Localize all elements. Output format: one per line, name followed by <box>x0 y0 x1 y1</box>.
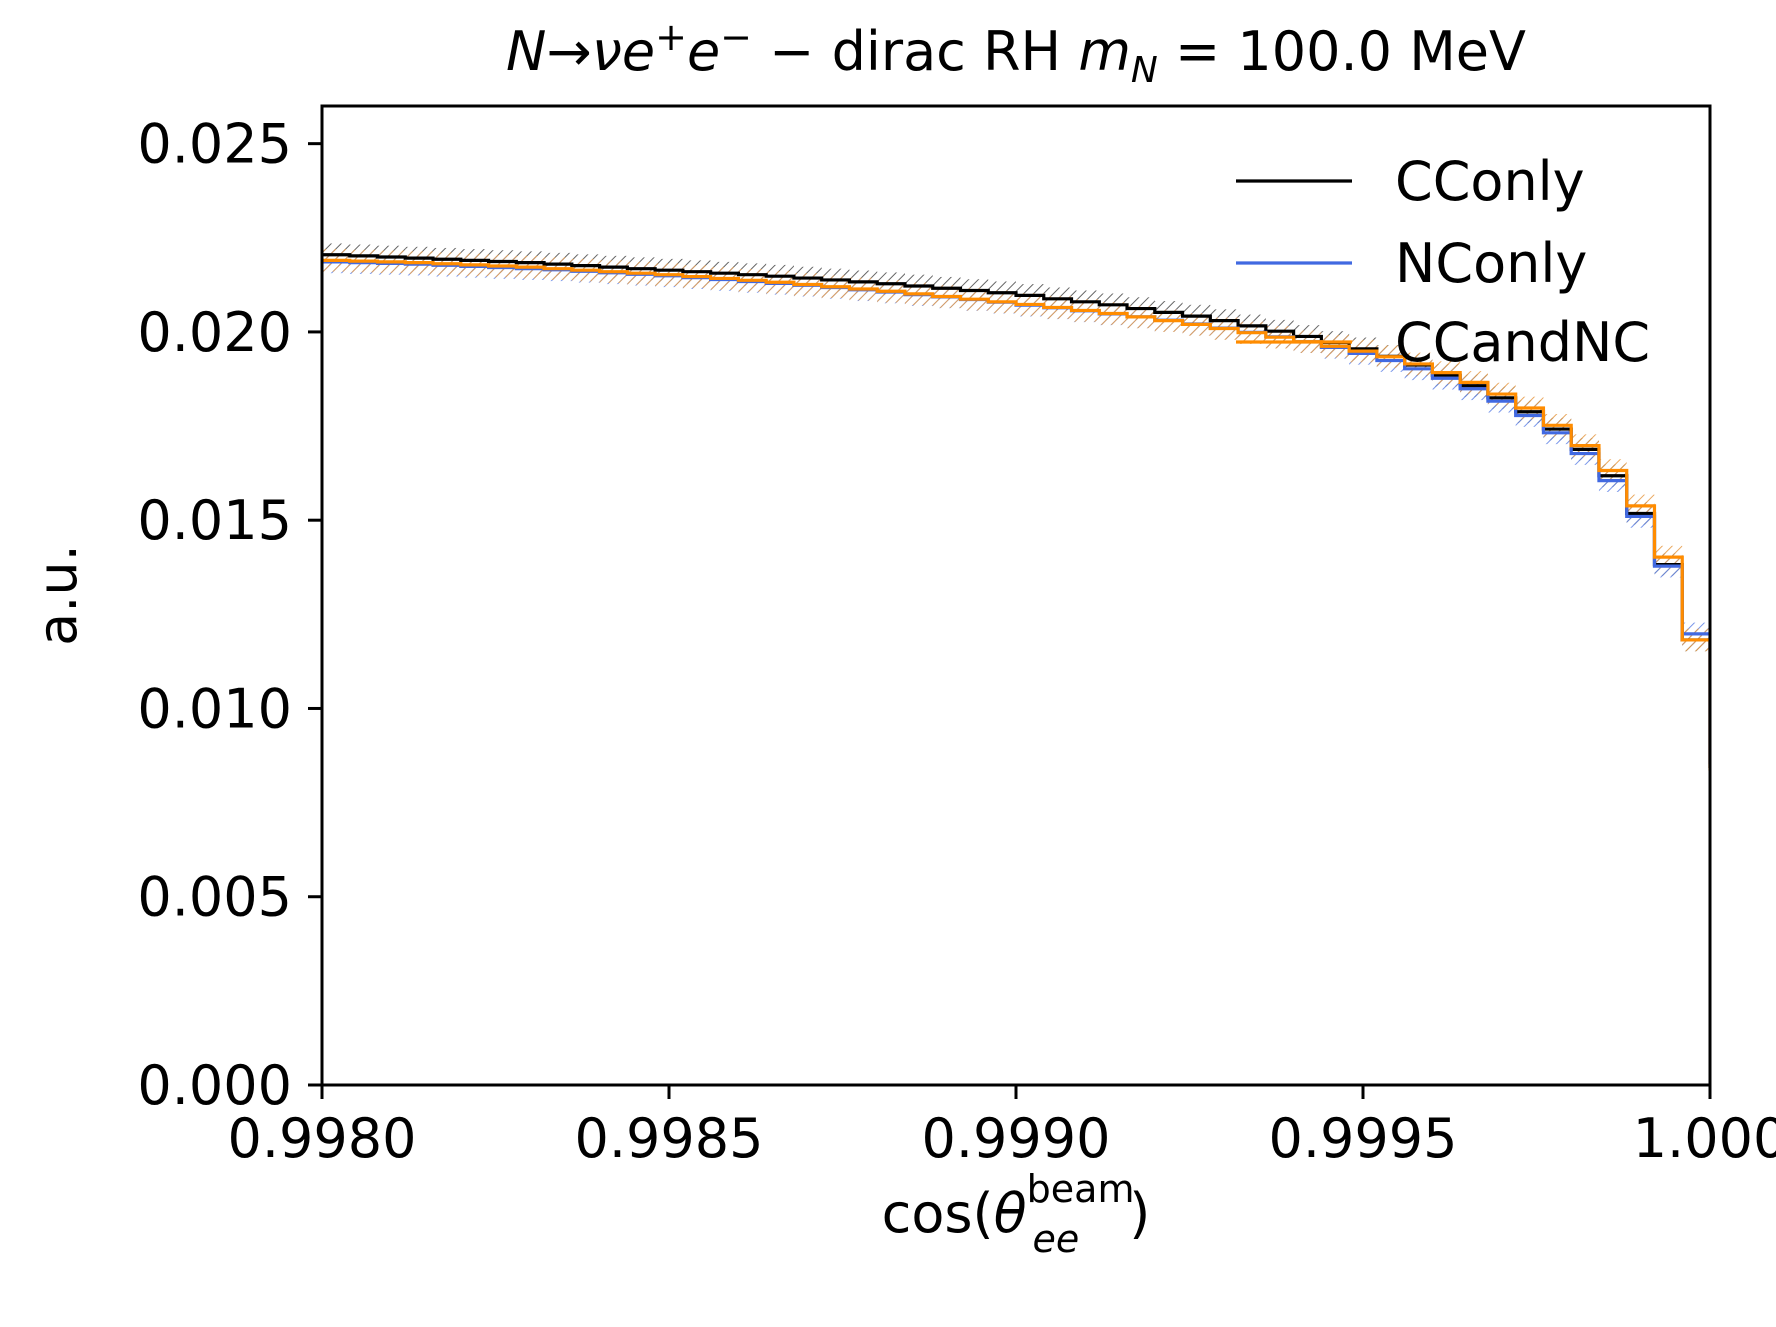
x-tick-label: 0.9980 <box>228 1107 417 1170</box>
title-e2: e <box>687 20 720 83</box>
nconly-legend-label: NConly <box>1395 232 1587 295</box>
y-tick-label: 0.000 <box>137 1054 292 1117</box>
title-middle: − dirac RH <box>752 20 1078 83</box>
xlabel-post: ) <box>1129 1182 1150 1245</box>
y-tick-label: 0.010 <box>137 677 292 740</box>
title-minus: − <box>720 15 752 59</box>
xlabel-pre: cos( <box>882 1182 994 1245</box>
xlabel-sup: beam <box>1027 1167 1135 1211</box>
y-tick-label: 0.025 <box>137 113 292 176</box>
ccandnc-series-line <box>322 258 1710 771</box>
y-tick-label: 0.020 <box>137 301 292 364</box>
chart-title: N→νe+e− − dirac RH mN = 100.0 MeV <box>506 15 1526 91</box>
title-suffix: = 100.0 MeV <box>1158 20 1526 83</box>
title-e1: e <box>622 20 655 83</box>
series-lines <box>322 253 1710 771</box>
title-m-sub: N <box>1131 50 1158 91</box>
y-tick-label: 0.015 <box>137 489 292 552</box>
xlabel-sub: ee <box>1032 1217 1079 1261</box>
x-axis-label: cos(θbeam ee) <box>882 1167 1151 1261</box>
ccandnc-legend-label: CCandNC <box>1395 311 1650 374</box>
title-m: m <box>1078 20 1131 83</box>
x-tick-label: 1.000 <box>1633 1107 1776 1170</box>
title-arrow: → <box>546 20 591 83</box>
x-tick-label: 0.9995 <box>1269 1107 1458 1170</box>
x-tick-label: 0.9990 <box>922 1107 1111 1170</box>
x-axis: 0.9980 0.9985 0.9990 0.9995 1.000 <box>228 1085 1776 1170</box>
legend: CConly NConly CCandNC <box>1236 150 1650 374</box>
title-plus: + <box>655 15 687 59</box>
xlabel-theta: θ <box>994 1182 1027 1245</box>
title-n: N <box>506 20 546 83</box>
cconly-legend-label: CConly <box>1395 150 1585 213</box>
x-tick-label: 0.9985 <box>575 1107 764 1170</box>
y-axis-label: a.u. <box>26 544 89 646</box>
y-tick-label: 0.005 <box>137 866 292 929</box>
title-nu: ν <box>592 20 622 83</box>
y-axis: 0.000 0.005 0.010 0.015 0.020 0.025 <box>137 113 322 1117</box>
